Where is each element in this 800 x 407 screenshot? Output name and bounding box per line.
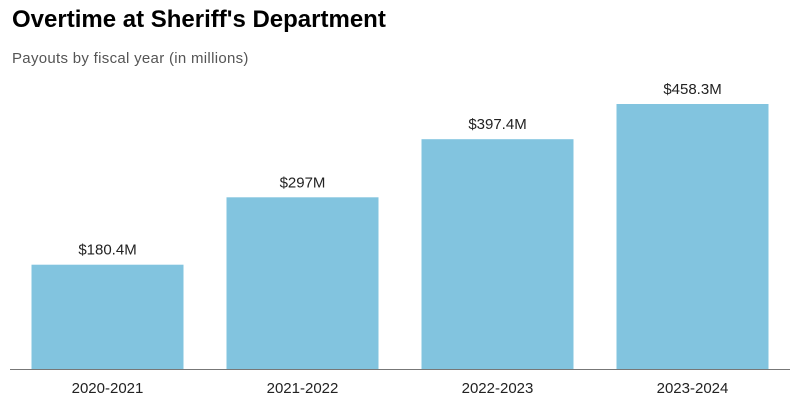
value-labels-group: $180.4M $297M $397.4M $458.3M: [78, 81, 721, 259]
bar-2020-2021: [31, 264, 184, 369]
x-tick-label-2023-2024: 2023-2024: [657, 380, 729, 397]
bars-group: [31, 104, 769, 369]
bar-2021-2022: [226, 197, 379, 369]
chart-title: Overtime at Sheriff's Department: [12, 6, 386, 33]
value-label-2022-2023: $397.4M: [468, 116, 526, 133]
value-label-2023-2024: $458.3M: [663, 81, 721, 98]
x-tick-labels-group: 2020-2021 2021-2022 2022-2023 2023-2024: [72, 380, 729, 397]
chart-subtitle: Payouts by fiscal year (in millions): [12, 50, 249, 67]
value-label-2021-2022: $297M: [280, 174, 326, 191]
value-label-2020-2021: $180.4M: [78, 242, 136, 259]
x-tick-label-2020-2021: 2020-2021: [72, 380, 144, 397]
bar-2023-2024: [616, 104, 769, 369]
x-tick-label-2021-2022: 2021-2022: [267, 380, 339, 397]
bar-2022-2023: [421, 139, 574, 369]
x-tick-label-2022-2023: 2022-2023: [462, 380, 534, 397]
